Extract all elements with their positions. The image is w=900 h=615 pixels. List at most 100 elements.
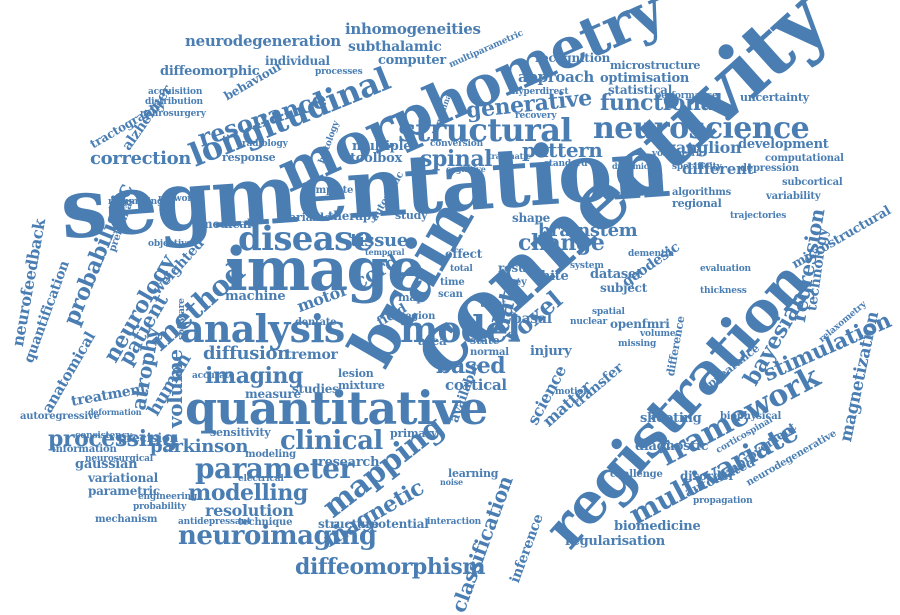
word: based [436,353,506,379]
word: consistency [75,431,132,441]
word: medical [200,217,252,231]
word: potential [370,517,429,531]
word: region [400,311,436,322]
word: regularisation [565,534,665,549]
word: hyperdirect [512,87,569,97]
word: variational [88,471,158,485]
word: dentate [295,317,337,328]
word: objective [148,239,192,249]
word: microstructure [610,59,701,72]
word: white [530,269,569,284]
word: neuroscience [593,111,810,146]
word: variable [283,211,331,224]
word: biophysical [720,411,782,422]
word: individual [265,54,330,68]
word: neurosurgical [85,454,154,464]
word: radiology [242,139,288,149]
word: tissue [350,230,408,251]
word: optimisation [600,71,690,86]
word: imaging [205,363,303,389]
word: computational [765,153,844,164]
word: modeling [245,449,296,460]
word: biomedicine [614,519,701,534]
word: nuclear [570,317,608,327]
word: measure [245,387,301,401]
word: processes [315,67,363,77]
word: computer [378,53,446,68]
word: shape [512,211,551,225]
word: basal [512,311,552,327]
word: inference [507,512,547,586]
word: grey [503,277,527,288]
word: multiple [352,139,412,154]
word: deformation [88,407,142,417]
word: mixture [338,379,385,392]
word: subcortical [782,177,843,188]
word: clinical [280,426,383,456]
word: pattern [522,138,603,162]
word: learning [448,467,499,480]
word: regional [672,197,722,210]
word: processing [48,426,178,452]
word: analysis [180,306,345,351]
word: autoregressive [20,411,100,422]
word: resolution [205,501,294,520]
word: diffeomorphic [160,64,260,79]
word: inhomogeneities [345,20,481,38]
word: change [518,230,605,256]
word: accurate [192,371,235,381]
word: disease [238,219,374,259]
word: modelling [188,480,308,506]
word: ganglion [665,138,742,157]
word: technique [238,517,293,528]
word: cognitive [446,164,486,174]
word: diffusion [203,343,290,364]
word: dementia [628,249,674,259]
word: distribution [145,97,203,107]
word: antidepressant [178,517,251,527]
word: image [225,235,425,305]
word: volume [640,329,676,339]
word: approach [518,68,594,86]
word: engineering [138,492,197,502]
word: missing [618,339,657,349]
word: lesion [338,367,374,380]
word: depression [740,163,799,174]
word: software [177,298,187,340]
word: evaluation [700,264,751,274]
word: spinal [420,146,493,172]
word: dynamical [612,161,657,171]
word: standard [544,159,588,169]
word: shooting [640,411,702,426]
word: temporal [365,247,405,257]
word: total [450,264,473,274]
word: template [305,185,354,196]
word: noise [440,477,463,487]
word: tremor [285,347,338,363]
word: neurosurgery [140,109,206,119]
word: different [682,160,754,178]
word: resul [498,261,531,275]
word: conversion [430,139,483,149]
word: structural [398,111,572,149]
word: recovery [515,111,557,121]
word: recognition [535,51,611,65]
word: subject [600,281,648,295]
word: neurodegeneration [185,32,341,50]
word: electrical [238,474,284,484]
word: information [52,444,117,455]
word: functional [600,90,723,116]
word: normal [470,347,509,358]
word: research [318,455,380,470]
word: thickness [700,286,747,296]
word: injury [530,344,572,359]
word: geodesic [619,239,683,291]
word: algorithms [672,187,732,198]
word: parameter [195,452,354,485]
word: diagnostic [635,439,709,454]
word: network [158,194,198,204]
word: subthalamic [348,39,442,55]
word: sensitivity [210,426,271,439]
word: map [398,291,424,304]
